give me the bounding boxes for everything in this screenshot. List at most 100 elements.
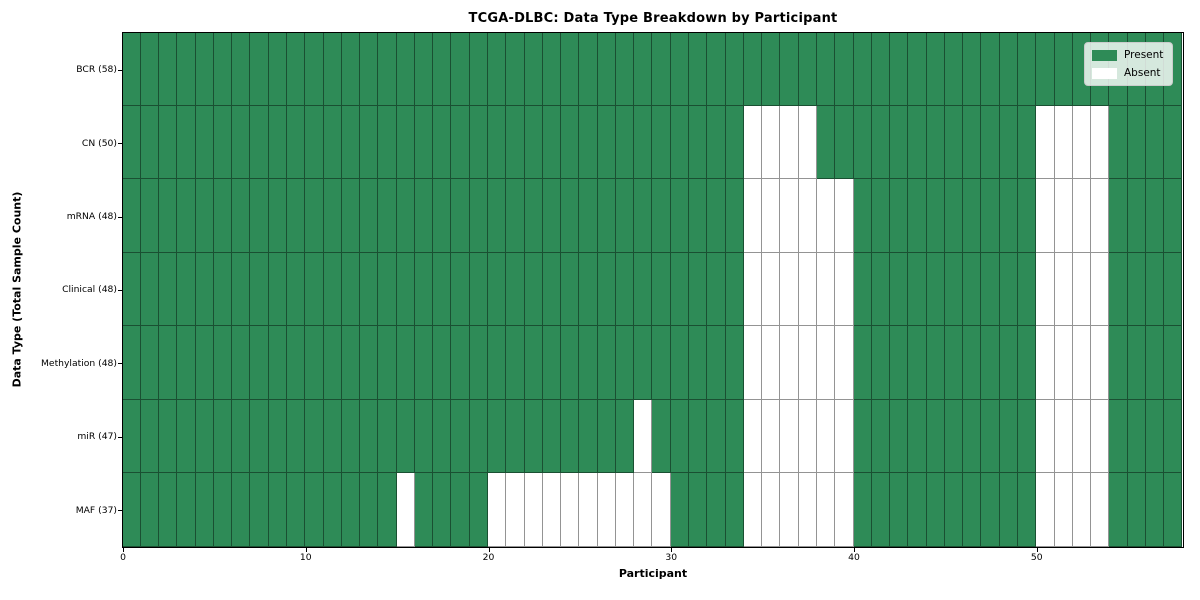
heatmap-cell (816, 326, 836, 400)
heatmap-cell (469, 105, 489, 180)
heatmap-cell (944, 32, 964, 106)
y-tick-mark (118, 69, 122, 71)
heatmap-cell (835, 326, 854, 400)
heatmap-cell (597, 326, 616, 400)
heatmap-cell (981, 105, 1000, 180)
chart-title: TCGA-DLBC: Data Type Breakdown by Partic… (468, 11, 838, 26)
heatmap-cell (232, 473, 251, 547)
heatmap-cell (853, 105, 872, 180)
heatmap-cell (561, 252, 580, 327)
heatmap-cell (944, 105, 964, 180)
heatmap-cell (506, 105, 525, 180)
x-tick-mark (305, 547, 307, 552)
heatmap-cell (195, 473, 214, 547)
heatmap-cell (524, 32, 543, 106)
heatmap-cell (122, 252, 141, 327)
heatmap-cell (634, 32, 653, 106)
heatmap-cell (1036, 252, 1055, 327)
heatmap-cell (652, 326, 671, 400)
heatmap-cell (1145, 399, 1165, 474)
heatmap-cell (798, 179, 817, 253)
heatmap-cell (743, 105, 763, 180)
heatmap-cell (195, 32, 214, 106)
heatmap-cell (305, 326, 324, 400)
heatmap-cell (908, 252, 927, 327)
heatmap-cell (1127, 473, 1146, 547)
heatmap-cell (597, 179, 616, 253)
heatmap-cell (305, 32, 324, 106)
heatmap-cell (816, 105, 836, 180)
heatmap-cell (1036, 105, 1055, 180)
heatmap-cell (1164, 179, 1183, 253)
heatmap-cell (579, 473, 598, 547)
heatmap-cell (122, 326, 141, 400)
heatmap-cell (213, 399, 233, 474)
heatmap-cell (1054, 473, 1073, 547)
heatmap-cell (999, 179, 1019, 253)
heatmap-cell (542, 105, 562, 180)
heatmap-cell (743, 473, 763, 547)
heatmap-cell (542, 399, 562, 474)
heatmap-cell (762, 179, 781, 253)
heatmap-cell (122, 179, 141, 253)
heatmap-cell (835, 473, 854, 547)
heatmap-cell (561, 326, 580, 400)
heatmap-cell (542, 252, 562, 327)
heatmap-cell (213, 32, 233, 106)
y-axis-label: Data Type (Total Sample Count) (10, 191, 24, 388)
heatmap-cell (944, 252, 964, 327)
heatmap-cell (378, 105, 397, 180)
heatmap-cell (871, 326, 891, 400)
heatmap-cell (159, 473, 178, 547)
heatmap-cell (506, 32, 525, 106)
heatmap-cell (615, 252, 635, 327)
heatmap-cell (1018, 105, 1037, 180)
heatmap-cell (360, 252, 379, 327)
heatmap-cell (396, 399, 415, 474)
heatmap-cell (1127, 399, 1146, 474)
heatmap-cell (999, 32, 1019, 106)
heatmap-cell (122, 32, 141, 106)
heatmap-cell (506, 252, 525, 327)
heatmap-cell (1054, 32, 1073, 106)
heatmap-cell (615, 326, 635, 400)
heatmap-cell (725, 252, 744, 327)
heatmap-cell (798, 473, 817, 547)
heatmap-cell (615, 399, 635, 474)
heatmap-cell (542, 326, 562, 400)
heatmap-cell (981, 179, 1000, 253)
heatmap-cell (414, 105, 434, 180)
heatmap-cell (140, 399, 160, 474)
heatmap-cell (725, 326, 744, 400)
legend: Present Absent (1084, 42, 1174, 86)
heatmap-cell (195, 179, 214, 253)
heatmap-cell (670, 473, 690, 547)
heatmap-cell (1109, 105, 1128, 180)
heatmap-cell (488, 473, 507, 547)
heatmap-cell (981, 399, 1000, 474)
x-tick-mark (1036, 547, 1038, 552)
heatmap-cell (1091, 252, 1110, 327)
heatmap-cell (177, 105, 196, 180)
heatmap-cell (378, 326, 397, 400)
heatmap-cell (689, 32, 708, 106)
legend-swatch-present (1092, 49, 1117, 61)
heatmap-cell (323, 326, 342, 400)
heatmap-cell (1145, 326, 1165, 400)
heatmap-cell (140, 473, 160, 547)
heatmap-cell (1018, 473, 1037, 547)
heatmap-cell (670, 32, 690, 106)
heatmap-cell (1054, 326, 1073, 400)
heatmap-cell (213, 105, 233, 180)
heatmap-cell (140, 326, 160, 400)
heatmap-cell (944, 326, 964, 400)
heatmap-cell (286, 473, 306, 547)
y-tick-label: MAF (37) (75, 504, 117, 516)
heatmap-cell (1072, 105, 1092, 180)
heatmap-cell (963, 399, 982, 474)
heatmap-cell (816, 32, 836, 106)
heatmap-cell (780, 473, 799, 547)
heatmap-cell (597, 252, 616, 327)
heatmap-cell (323, 399, 342, 474)
heatmap-cell (615, 32, 635, 106)
